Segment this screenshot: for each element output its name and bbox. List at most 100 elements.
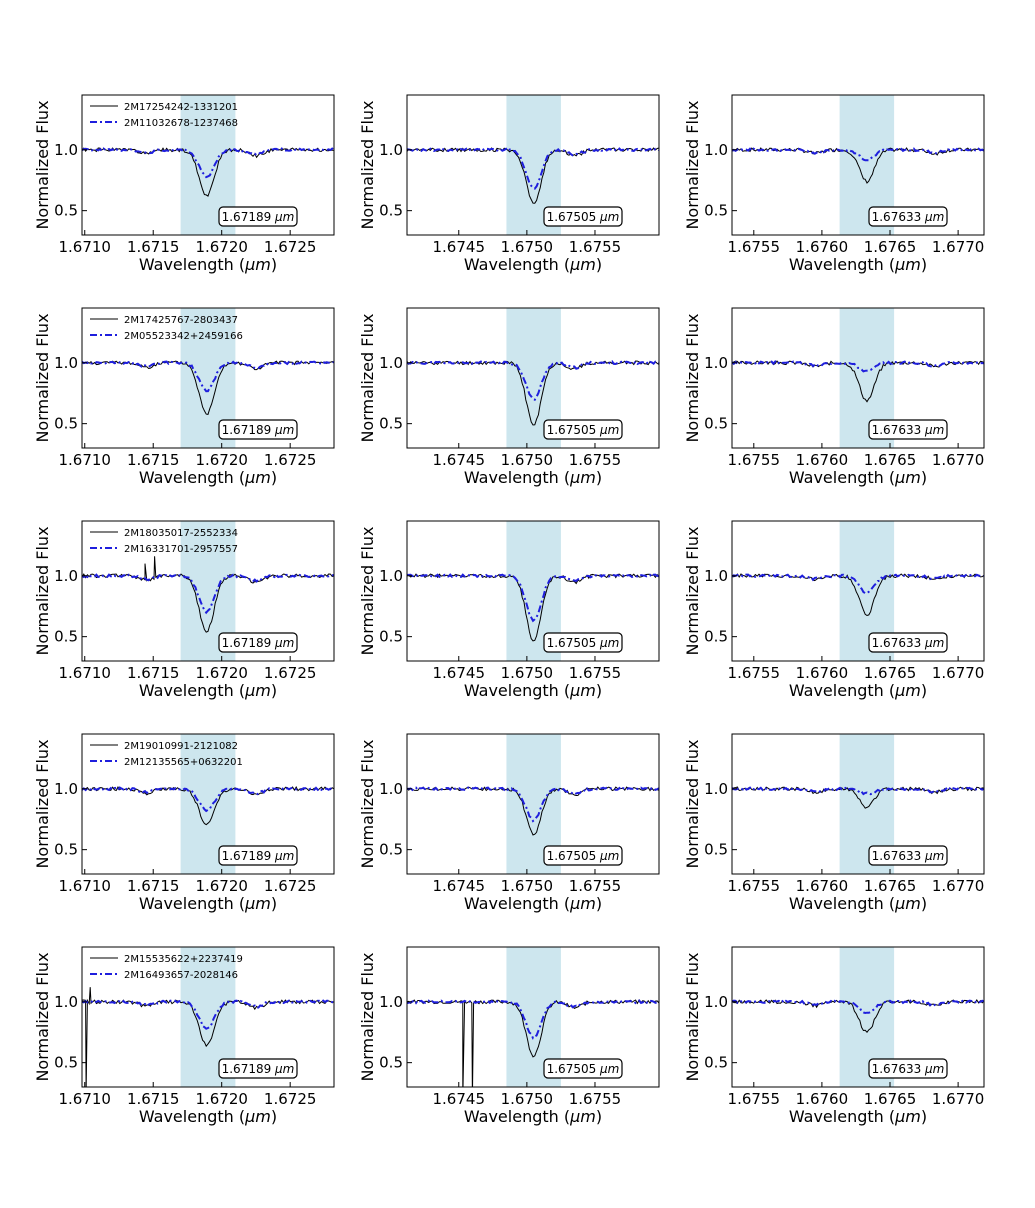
axes-frame <box>81 946 335 1088</box>
x-tick-label: 1.6725 <box>264 1090 317 1108</box>
legend-entry-model: 2M05523342+2459166 <box>124 331 243 342</box>
y-tick-label: 0.5 <box>379 415 403 433</box>
axes-frame <box>406 733 660 875</box>
x-tick-label: 1.6755 <box>569 451 622 469</box>
y-axis-label: Normalized Flux <box>33 100 52 229</box>
x-tick-label: 1.6755 <box>728 238 781 256</box>
line-annotation-box <box>543 632 623 653</box>
x-tick-label: 1.6750 <box>501 1090 554 1108</box>
x-tick-label: 1.6720 <box>195 238 248 256</box>
y-tick-label: 0.5 <box>704 628 728 646</box>
line-annotation-label: 1.67505 μm <box>547 423 620 437</box>
x-tick-label: 1.6770 <box>932 238 985 256</box>
legend-entry-observed: 2M15535622+2237419 <box>124 954 243 965</box>
y-axis-label: Normalized Flux <box>358 739 377 868</box>
line-annotation-label: 1.67189 μm <box>222 210 295 224</box>
y-axis-label: Normalized Flux <box>33 313 52 442</box>
y-tick-label: 0.5 <box>54 1054 78 1072</box>
axes-frame <box>731 520 985 662</box>
line-annotation-label: 1.67505 μm <box>547 1062 620 1076</box>
model-spectrum-line <box>407 786 659 823</box>
x-tick-label: 1.6770 <box>932 1090 985 1108</box>
y-tick-label: 1.0 <box>704 780 728 798</box>
panel-r1-c1: 1.6710 1.6715 1.6720 1.6725 0.5 1.0 Wavelength… <box>33 94 335 274</box>
x-tick-label: 1.6715 <box>127 664 180 682</box>
panel-r4-c2: 1.6745 1.6750 1.6755 0.5 1.0 Wavelength (μm) N… <box>358 733 660 913</box>
y-axis-label: Normalized Flux <box>33 739 52 868</box>
model-spectrum-line <box>82 147 334 179</box>
x-tick-label: 1.6745 <box>433 1090 486 1108</box>
y-tick-label: 0.5 <box>54 628 78 646</box>
y-tick-label: 0.5 <box>704 202 728 220</box>
y-axis-label: Normalized Flux <box>358 526 377 655</box>
x-tick-label: 1.6765 <box>864 451 917 469</box>
axes-frame <box>731 946 985 1088</box>
y-tick-label: 1.0 <box>379 141 403 159</box>
model-spectrum-line <box>732 147 984 162</box>
x-tick-label: 1.6750 <box>501 664 554 682</box>
panel-r5-c3: 1.6755 1.6760 1.6765 1.6770 0.5 1.0 Wavelength… <box>683 946 985 1126</box>
x-tick-label: 1.6725 <box>264 451 317 469</box>
y-tick-label: 1.0 <box>54 567 78 585</box>
x-tick-label: 1.6710 <box>58 451 111 469</box>
x-tick-label: 1.6745 <box>433 238 486 256</box>
x-tick-label: 1.6770 <box>932 451 985 469</box>
y-tick-label: 0.5 <box>54 841 78 859</box>
panel-r5-c2: 1.6745 1.6750 1.6755 0.5 1.0 Wavelength (μm) N… <box>358 946 660 1126</box>
panel-r3-c2: 1.6745 1.6750 1.6755 0.5 1.0 Wavelength (μm) N… <box>358 520 660 700</box>
y-tick-label: 1.0 <box>54 141 78 159</box>
line-annotation-box <box>218 1058 298 1079</box>
y-axis-label: Normalized Flux <box>683 739 702 868</box>
y-axis-label: Normalized Flux <box>358 313 377 442</box>
x-axis-label: Wavelength (μm) <box>789 894 927 913</box>
legend-entry-observed: 2M17254242-1331201 <box>124 102 238 113</box>
x-tick-label: 1.6715 <box>127 1090 180 1108</box>
model-spectrum-line <box>82 573 334 615</box>
x-tick-label: 1.6755 <box>569 1090 622 1108</box>
y-axis-label: Normalized Flux <box>683 526 702 655</box>
line-annotation-label: 1.67633 μm <box>872 1062 945 1076</box>
x-tick-label: 1.6755 <box>728 451 781 469</box>
y-tick-label: 1.0 <box>379 354 403 372</box>
observed-spectrum-line <box>82 360 334 415</box>
line-annotation-box <box>218 419 298 440</box>
line-annotation-box <box>543 845 623 866</box>
line-annotation-label: 1.67189 μm <box>222 1062 295 1076</box>
y-axis-label: Normalized Flux <box>683 100 702 229</box>
y-axis-label: Normalized Flux <box>358 100 377 229</box>
x-axis-label: Wavelength (μm) <box>139 1107 277 1126</box>
x-axis-label: Wavelength (μm) <box>464 681 602 700</box>
axes-frame <box>406 520 660 662</box>
axes-frame <box>406 946 660 1088</box>
x-axis-label: Wavelength (μm) <box>789 468 927 487</box>
y-tick-label: 0.5 <box>704 415 728 433</box>
x-tick-label: 1.6710 <box>58 238 111 256</box>
x-tick-label: 1.6720 <box>195 664 248 682</box>
x-tick-label: 1.6745 <box>433 664 486 682</box>
y-tick-label: 1.0 <box>54 993 78 1011</box>
x-tick-label: 1.6755 <box>728 877 781 895</box>
x-tick-label: 1.6750 <box>501 238 554 256</box>
x-axis-label: Wavelength (μm) <box>139 894 277 913</box>
x-tick-label: 1.6745 <box>433 877 486 895</box>
y-tick-label: 1.0 <box>704 993 728 1011</box>
line-annotation-box <box>868 845 948 866</box>
x-axis-label: Wavelength (μm) <box>464 1107 602 1126</box>
line-annotation-label: 1.67505 μm <box>547 210 620 224</box>
x-tick-label: 1.6710 <box>58 877 111 895</box>
line-annotation-box <box>868 1058 948 1079</box>
x-tick-label: 1.6760 <box>796 238 849 256</box>
model-spectrum-line <box>407 999 659 1040</box>
y-axis-label: Normalized Flux <box>683 313 702 442</box>
line-annotation-box <box>543 419 623 440</box>
panel-r3-c3: 1.6755 1.6760 1.6765 1.6770 0.5 1.0 Wavelength… <box>683 520 985 700</box>
line-annotation-box <box>868 206 948 227</box>
x-tick-label: 1.6710 <box>58 664 111 682</box>
y-tick-label: 1.0 <box>379 780 403 798</box>
legend-entry-model: 2M11032678-1237468 <box>124 118 238 129</box>
x-tick-label: 1.6770 <box>932 664 985 682</box>
x-tick-label: 1.6725 <box>264 664 317 682</box>
panel-r2-c3: 1.6755 1.6760 1.6765 1.6770 0.5 1.0 Wavelength… <box>683 307 985 487</box>
legend-entry-observed: 2M19010991-2121082 <box>124 741 238 752</box>
